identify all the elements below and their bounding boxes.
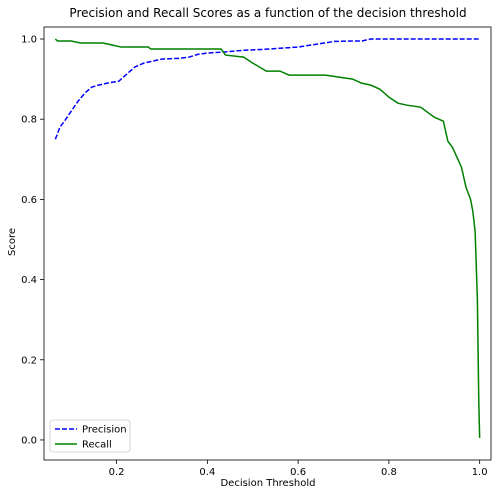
legend: Precision Recall	[49, 419, 131, 453]
x-tick-label: 0.4	[199, 467, 215, 478]
y-tick-label: 0.2	[21, 355, 37, 366]
x-tick-label: 0.8	[381, 467, 397, 478]
x-axis-ticks: 0.2 0.4 0.6 0.8 1.0	[109, 460, 488, 478]
axes-border	[43, 26, 492, 461]
y-tick-label: 1.0	[21, 35, 37, 46]
x-tick-label: 0.6	[290, 467, 306, 478]
x-axis-label: Decision Threshold	[220, 478, 315, 489]
axes-frame	[43, 26, 492, 461]
legend-label-recall: Recall	[82, 440, 112, 451]
y-axis-label: Score	[7, 228, 18, 256]
series-line-recall	[54, 38, 481, 438]
y-axis-ticks: 0.0 0.2 0.4 0.6 0.8 1.0	[21, 35, 44, 446]
plot-area	[54, 38, 481, 438]
x-tick-label: 1.0	[472, 467, 488, 478]
y-tick-label: 0.8	[21, 115, 37, 126]
y-tick-label: 0.6	[21, 195, 37, 206]
series-line-precision	[54, 38, 480, 140]
x-tick-label: 0.2	[109, 467, 125, 478]
y-tick-label: 0.0	[21, 435, 37, 446]
chart-title: Precision and Recall Scores as a functio…	[69, 6, 466, 20]
legend-label-precision: Precision	[82, 425, 127, 436]
y-tick-label: 0.4	[21, 275, 37, 286]
